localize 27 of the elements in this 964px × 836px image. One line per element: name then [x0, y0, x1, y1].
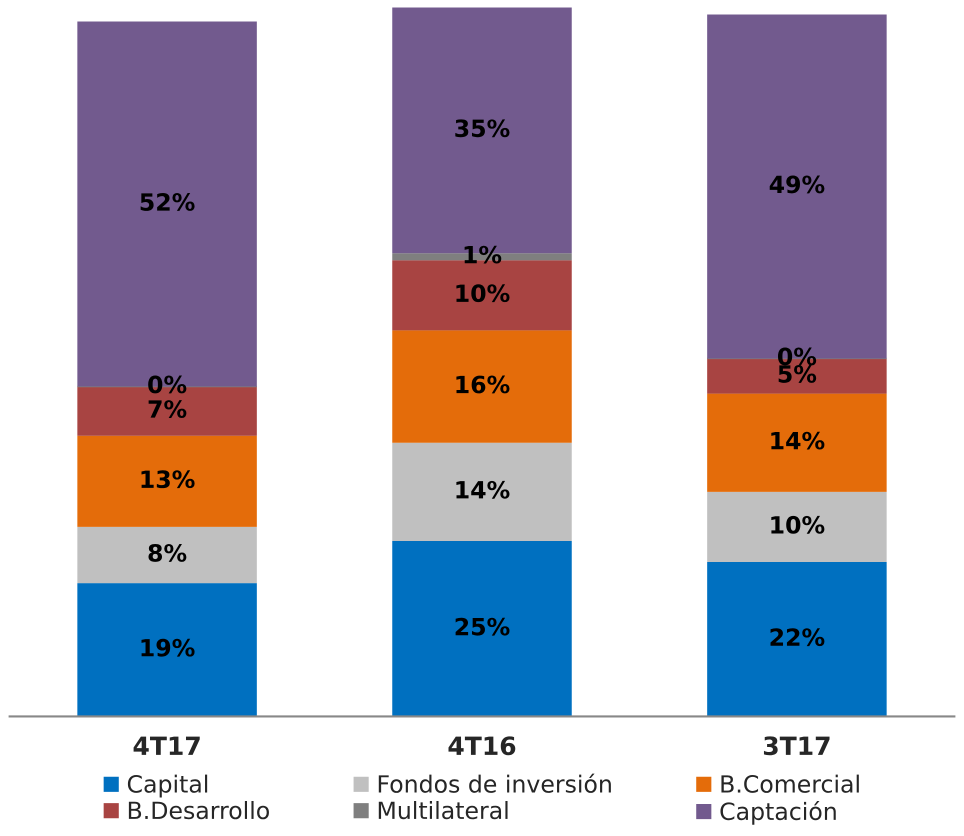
data-label: 13% — [142, 470, 195, 488]
data-label: 19% — [142, 638, 195, 657]
data-label: 14% — [456, 480, 510, 499]
data-label: 22% — [770, 628, 824, 646]
legend-label: B.Comercial — [721, 774, 859, 793]
data-label: 16% — [456, 376, 510, 394]
data-label: 1% — [464, 246, 502, 264]
data-label: 10% — [456, 284, 510, 302]
data-label: 14% — [771, 432, 824, 450]
data-label: 7% — [148, 400, 186, 418]
data-label: 5% — [778, 365, 816, 383]
data-label: 0% — [148, 376, 186, 394]
data-label: 25% — [456, 618, 510, 636]
legend-label: B.Desarrollo — [128, 800, 269, 820]
data-label: 10% — [771, 516, 824, 534]
x-tick-label: 3T17 — [764, 736, 830, 756]
legend-label: Fondos de inversión — [378, 774, 611, 793]
x-tick-label: 4T17 — [134, 736, 200, 755]
data-label: 52% — [140, 193, 195, 211]
data-label: 35% — [455, 119, 510, 138]
x-tick-label: 4T16 — [448, 736, 516, 756]
data-label: 0% — [778, 347, 816, 366]
legend-label: Captación — [720, 800, 836, 825]
legend-label: Capital — [128, 774, 208, 798]
data-label: 49% — [770, 176, 824, 194]
data-label: 8% — [148, 544, 186, 562]
legend-label: Multilateral — [378, 800, 508, 820]
